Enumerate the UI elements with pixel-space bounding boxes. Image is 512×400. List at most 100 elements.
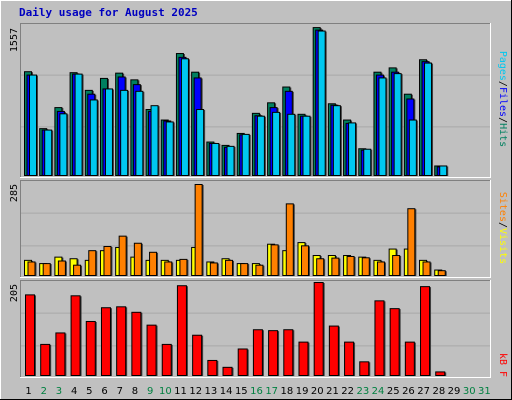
x-tick-day-10: 10 (159, 386, 172, 397)
sites-visits-panel: 285 Sites/Visits (9, 180, 508, 278)
bar-pages-day-1 (29, 74, 37, 176)
bar-kbytes-day-11 (176, 285, 187, 376)
x-tick-day-14: 14 (220, 386, 233, 397)
x-tick-day-8: 8 (132, 386, 138, 397)
x-tick-day-17: 17 (265, 386, 278, 397)
visits-panel-legend-part: Visits (497, 228, 508, 264)
bar-sites-day-28 (437, 270, 446, 277)
x-tick-day-20: 20 (311, 386, 324, 397)
x-tick-day-16: 16 (250, 386, 263, 397)
x-tick-day-5: 5 (86, 386, 92, 397)
bar-kbytes-day-27 (420, 286, 431, 376)
visits-panel-legend: Sites/Visits (497, 192, 508, 264)
bar-sites-day-10 (164, 261, 173, 277)
x-axis: 1 2 3 4 5 6 7 8 9 10 11 12 13 14 15 16 17 18 19 20 21 22 23 24 2… (25, 386, 490, 397)
x-tick-day-31: 31 (478, 386, 491, 397)
x-tick-day-19: 19 (296, 386, 309, 397)
bar-kbytes-day-17 (268, 330, 279, 376)
bar-sites-day-21 (331, 257, 340, 277)
bar-pages-day-18 (287, 113, 296, 176)
bar-pages-day-9 (150, 105, 159, 176)
bar-pages-day-17 (272, 111, 281, 176)
visits-panel-legend-part: / (497, 222, 508, 228)
bar-kbytes-day-10 (161, 343, 172, 376)
bar-kbytes-day-18 (283, 329, 294, 377)
bar-kbytes-day-24 (374, 300, 385, 376)
bar-kbytes-day-1 (25, 294, 35, 377)
bar-kbytes-day-12 (192, 334, 203, 377)
bar-kbytes-day-7 (116, 306, 127, 376)
bar-kbytes-day-25 (389, 308, 400, 377)
x-tick-day-26: 26 (402, 386, 415, 397)
bar-sites-day-26 (407, 208, 416, 276)
bar-sites-day-11 (179, 258, 188, 277)
hits-panel-legend: Pages/Files/Hits (497, 51, 508, 147)
bar-kbytes-day-14 (222, 366, 233, 376)
bar-pages-day-27 (424, 62, 433, 176)
x-tick-day-21: 21 (326, 386, 339, 397)
bar-kbytes-day-8 (131, 311, 142, 376)
x-tick-day-23: 23 (356, 386, 369, 397)
bar-pages-day-23 (363, 148, 372, 176)
bar-pages-day-22 (348, 122, 357, 176)
bar-pages-day-10 (165, 121, 174, 177)
x-tick-day-7: 7 (117, 386, 123, 397)
bar-sites-day-17 (270, 244, 279, 277)
bar-sites-day-9 (149, 251, 158, 276)
x-tick-day-30: 30 (463, 386, 476, 397)
kbytes-panel-max-label: 205 (9, 284, 20, 302)
bar-sites-day-18 (285, 203, 294, 276)
bar-kbytes-day-15 (237, 348, 248, 376)
bar-pages-day-11 (180, 58, 189, 176)
x-tick-day-4: 4 (71, 386, 77, 397)
bar-sites-day-4 (73, 264, 82, 276)
bar-kbytes-day-28 (435, 371, 446, 377)
bar-pages-day-5 (89, 99, 98, 176)
bar-pages-day-15 (241, 133, 250, 177)
bar-pages-day-20 (317, 30, 326, 176)
bar-sites-day-20 (316, 258, 325, 276)
bar-pages-day-8 (135, 90, 144, 176)
bar-kbytes-day-26 (404, 341, 415, 376)
hits-panel-legend-part: / (497, 81, 508, 87)
bar-sites-day-7 (118, 235, 127, 276)
bar-sites-day-12 (194, 184, 203, 276)
hits-panel-legend-part: Hits (497, 123, 508, 147)
bar-pages-day-4 (74, 73, 83, 176)
bar-sites-day-1 (27, 261, 36, 277)
bar-pages-day-21 (332, 105, 341, 176)
x-tick-day-3: 3 (56, 386, 62, 397)
visits-panel-max-label: 285 (9, 184, 20, 202)
bar-pages-day-19 (302, 115, 311, 176)
hits-panel-legend-part: / (497, 117, 508, 123)
bar-pages-day-14 (226, 145, 235, 176)
bar-pages-day-3 (59, 113, 68, 176)
x-tick-day-28: 28 (432, 386, 445, 397)
bar-sites-day-27 (422, 261, 431, 277)
x-tick-day-2: 2 (41, 386, 47, 397)
bar-pages-day-28 (439, 165, 448, 176)
bar-kbytes-day-22 (344, 341, 355, 376)
bar-kbytes-day-23 (359, 361, 370, 377)
bar-sites-day-19 (300, 245, 309, 276)
bar-kbytes-day-21 (328, 325, 339, 376)
bar-sites-day-23 (361, 257, 370, 276)
bar-kbytes-day-20 (313, 282, 324, 376)
x-tick-day-9: 9 (147, 386, 153, 397)
bar-pages-day-2 (44, 129, 53, 176)
bar-pages-day-16 (256, 115, 265, 176)
bar-sites-day-22 (346, 255, 355, 276)
bar-pages-day-24 (378, 77, 387, 176)
bar-sites-day-14 (225, 259, 234, 276)
x-tick-day-11: 11 (174, 386, 187, 397)
x-tick-day-13: 13 (205, 386, 218, 397)
hits-panel-legend-part: Pages (497, 51, 508, 81)
bar-kbytes-day-16 (252, 329, 263, 377)
x-tick-day-15: 15 (235, 386, 248, 397)
hits-panel-legend-part: Files (497, 87, 508, 117)
chart-title: Daily usage for August 2025 (19, 6, 198, 19)
kbytes-panel: 205 kB F (9, 280, 508, 378)
bar-sites-day-13 (209, 262, 218, 277)
